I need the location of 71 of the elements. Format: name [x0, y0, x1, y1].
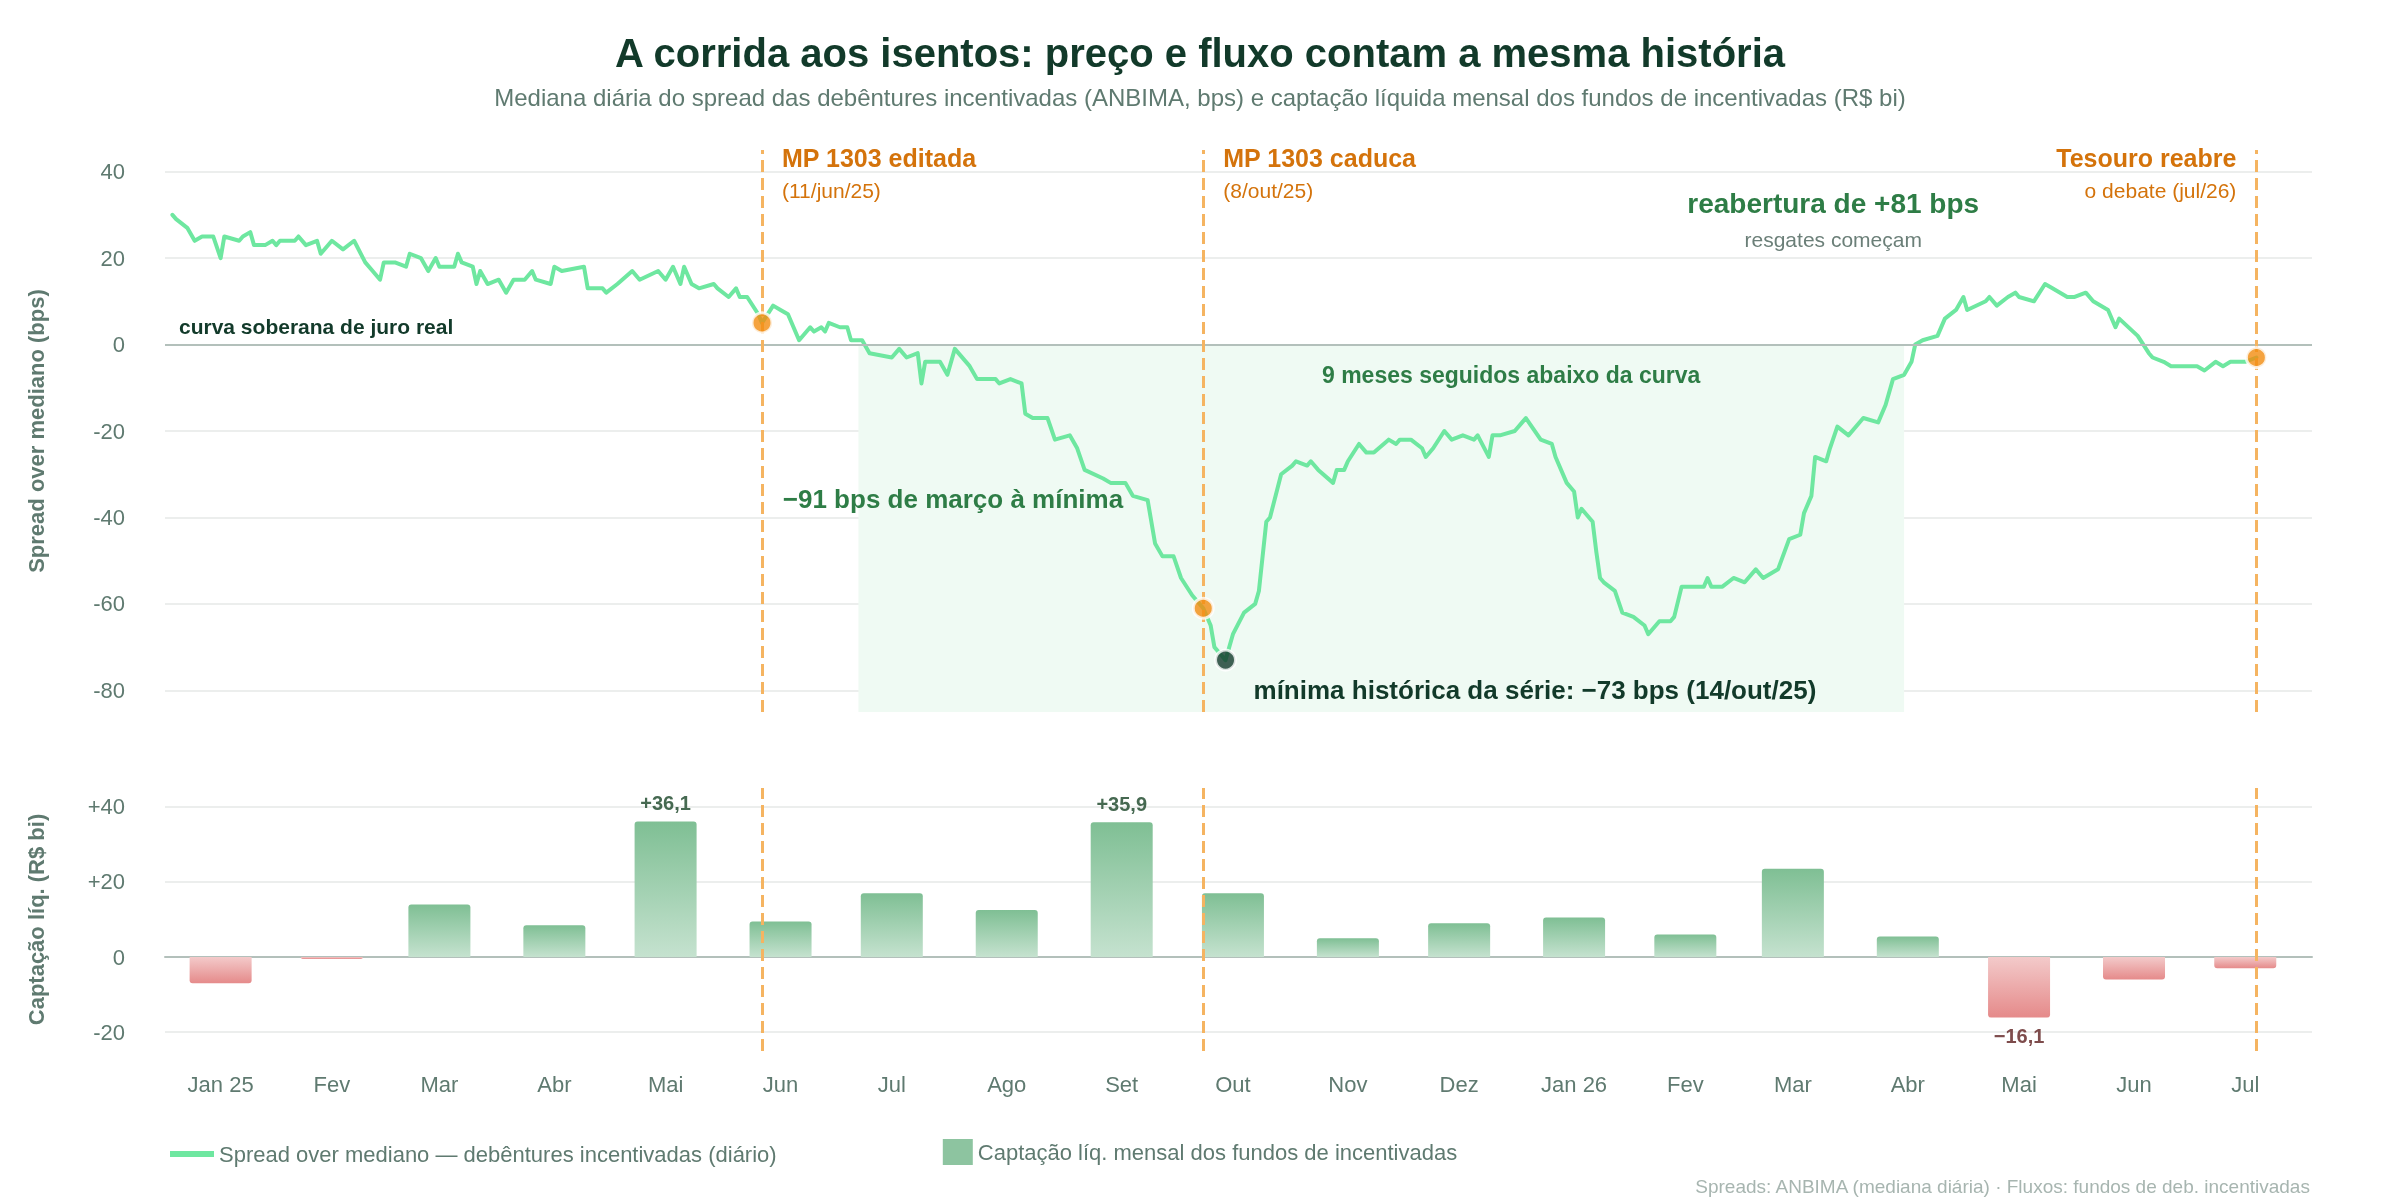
- y-tick-label: +20: [87, 869, 125, 895]
- x-tick-label: Ago: [987, 1071, 1027, 1097]
- ref-line-label: MP 1303 editada (11/jun/25): [782, 144, 978, 202]
- x-tick-label: Abr: [537, 1071, 572, 1097]
- annotation: −91 bps de março à mínima: [782, 484, 1124, 514]
- x-tick-label: Nov: [1328, 1071, 1368, 1097]
- x-tick-label: Fev: [313, 1071, 351, 1097]
- bar: [189, 957, 252, 984]
- y-tick-label: -60: [93, 591, 125, 617]
- bar: [1876, 936, 1939, 958]
- x-tick-label: Fev: [1666, 1071, 1704, 1097]
- y-axis-title: Spread over mediano (bps): [23, 289, 49, 573]
- annotation: 9 meses seguidos abaixo da curva: [1321, 361, 1701, 388]
- chart-title: A corrida aos isentos: preço e fluxo contam a mesma história: [615, 31, 1786, 75]
- x-tick-label: Out: [1215, 1071, 1251, 1097]
- point: [2244, 346, 2268, 369]
- x-tick-label: Abr: [1890, 1071, 1925, 1097]
- ref-line-label: Tesouro reabre o debate (jul/26): [2056, 144, 2237, 202]
- bar: [2214, 957, 2277, 969]
- x-tick-label: Mai: [2001, 1071, 2037, 1097]
- annotation: resgates começam: [1744, 228, 1922, 252]
- data-label: +35,9: [1096, 793, 1147, 816]
- y-tick-label: -80: [93, 677, 125, 703]
- bar: [749, 921, 812, 958]
- x-tick-label: Mar: [1773, 1071, 1812, 1097]
- point: [1191, 596, 1215, 620]
- bar: [634, 821, 697, 958]
- y-tick-label: 0: [112, 944, 125, 970]
- x-tick-label: Dez: [1439, 1071, 1479, 1097]
- x-tick-label: Mai: [647, 1071, 684, 1097]
- legend-label: Spread over mediano — debêntures incentivadas (diário): [219, 1141, 777, 1167]
- point: [750, 311, 774, 335]
- bar: [1428, 923, 1491, 958]
- x-tick-label: Jan 26: [1541, 1071, 1608, 1097]
- bar: [975, 910, 1038, 958]
- text: Spreads: ANBIMA (mediana diária) · Fluxos: fundos de deb. incentivadas: [1695, 1176, 2310, 1197]
- bar: [860, 893, 923, 958]
- bar: [1654, 934, 1717, 958]
- x-tick-label: Jan 25: [187, 1071, 254, 1097]
- y-tick-label: -20: [93, 418, 125, 444]
- y-tick-label: 40: [100, 159, 125, 185]
- x-tick-label: Jun: [762, 1071, 799, 1097]
- y-tick-label: 0: [112, 332, 125, 358]
- bar: [1761, 868, 1824, 958]
- chart-subtitle: Mediana diária do spread das debêntures incentivadas (ANBIMA, bps) e captação líquida mensal dos fundos de incentivadas (R$ bi): [494, 83, 1906, 111]
- bar: [2103, 957, 2166, 980]
- x-tick-label: Jul: [2231, 1071, 2260, 1097]
- annotation: mínima histórica da série: −73 bps (14/out/25): [1253, 675, 1817, 706]
- bar: [1201, 893, 1264, 958]
- y-tick-label: -40: [93, 504, 125, 530]
- x-tick-label: Set: [1105, 1071, 1139, 1097]
- x-tick-label: Mar: [420, 1071, 459, 1097]
- x-tick-label: Jul: [877, 1071, 906, 1097]
- bar: [1543, 917, 1606, 958]
- ref-line-label: MP 1303 caduca (8/out/25): [1223, 144, 1418, 202]
- bar: [1090, 822, 1153, 958]
- bar: [408, 904, 471, 958]
- data-label: −16,1: [1993, 1024, 2045, 1047]
- bar: [523, 925, 586, 958]
- annotation: reabertura de +81 bps: [1687, 188, 1980, 220]
- y-tick-label: 20: [100, 245, 125, 271]
- y-axis-title: Captação líq. (R$ bi): [23, 813, 49, 1026]
- point: [1214, 648, 1238, 672]
- legend-label: Captação líq. mensal dos fundos de incentivadas: [977, 1139, 1458, 1165]
- data-label: +36,1: [640, 792, 691, 815]
- y-tick-label: -20: [93, 1019, 125, 1045]
- bar: [1316, 938, 1379, 958]
- x-tick-label: Jun: [2116, 1071, 2152, 1097]
- y-tick-label: +40: [87, 794, 125, 820]
- ref-line-label: curva soberana de juro real: [179, 314, 454, 338]
- bar: [1988, 957, 2051, 1018]
